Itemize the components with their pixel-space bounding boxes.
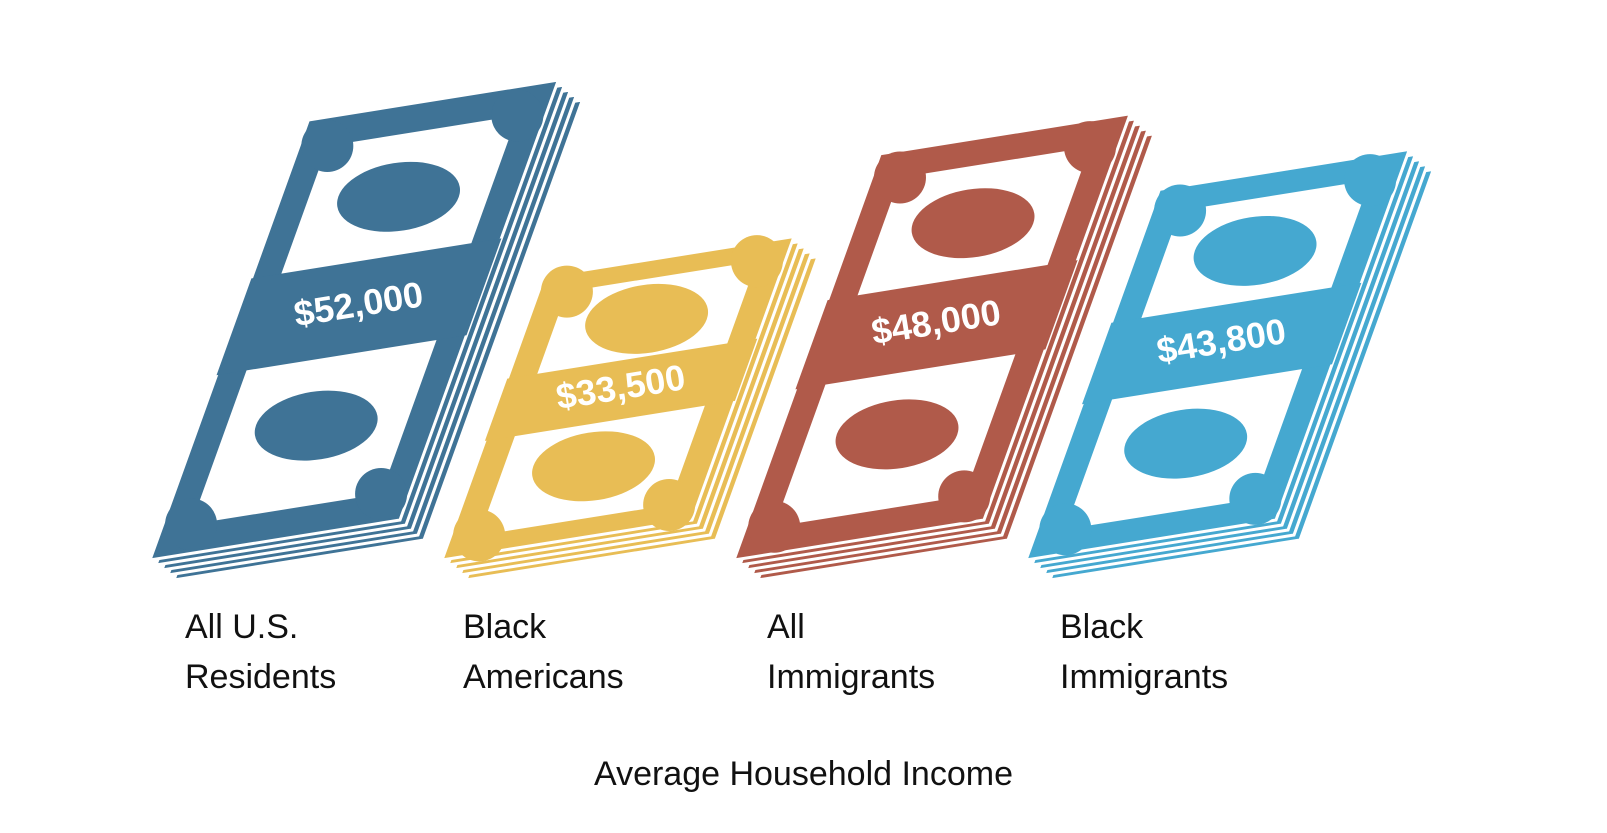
bill-emblem [1124,408,1248,479]
bill-emblem [585,283,709,354]
bill-corner [165,498,218,551]
category-label: All U.S. Residents [185,608,337,696]
bill-band [216,238,502,376]
category-label: Black Americans [463,608,624,696]
bill-corner [1229,472,1282,525]
bill-corner [491,89,544,142]
bill-corner [730,235,783,288]
category-label: Black Immigrants [1060,608,1229,696]
bill-corner [748,500,801,553]
bill-band [484,338,758,441]
category-label: All Immigrants [767,608,936,696]
bill-corner [453,509,506,562]
bill-emblem [532,431,655,502]
bill-emblem [337,161,461,232]
bill-emblem [254,390,378,461]
bill-corner [643,478,696,531]
bill-corner [540,265,593,318]
bill-corner [1154,184,1207,237]
bill-band [1082,282,1362,405]
bill-corner [1039,503,1092,556]
bill-corner [873,151,926,204]
bill-corner [301,120,354,172]
bill-corner [1344,154,1397,207]
bill-emblem [1193,215,1317,286]
bill-band [795,260,1078,390]
bill-emblem [835,399,959,470]
chart-title: Average Household Income [594,755,1013,793]
bill-corner [938,470,991,523]
bill-corner [1063,121,1116,174]
chart: $52,000$33,500$48,000 $43,800 [150,80,1434,580]
bill-corner [355,468,408,520]
bill-emblem [911,188,1035,259]
